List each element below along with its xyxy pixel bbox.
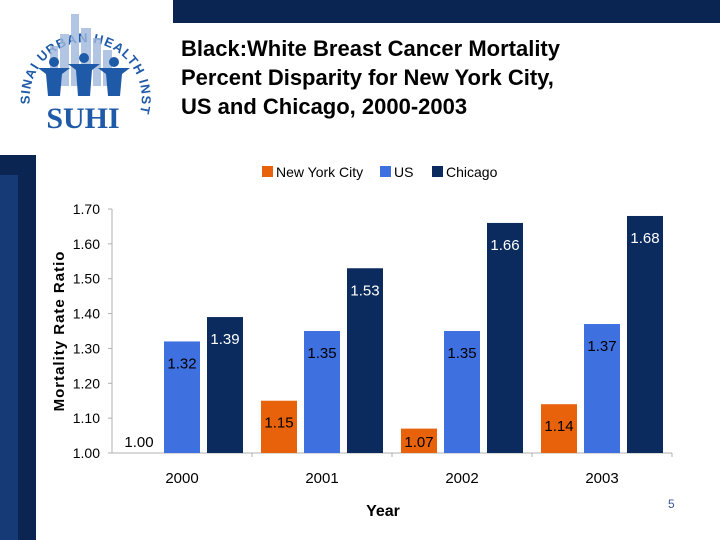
bar [347, 268, 383, 453]
data-label: 1.15 [264, 415, 293, 432]
bar-chart: 1.00 1.10 1.20 1.30 1.40 1.50 1.60 1.70 Mortalit… [51, 164, 673, 520]
x-tick-label: 2003 [585, 470, 618, 487]
left-sidebar-accent [0, 175, 18, 540]
legend-swatch [432, 166, 443, 177]
legend-swatch [380, 166, 391, 177]
suhi-logo: SINAI URBAN HEALTH INSTITUTE SUHI [8, 4, 153, 135]
data-label: 1.66 [490, 237, 519, 254]
data-label: 1.07 [404, 434, 433, 451]
y-tick-label: 1.00 [73, 445, 100, 461]
legend-swatch [262, 166, 273, 177]
bar [207, 317, 243, 453]
y-tick-label: 1.10 [73, 410, 100, 426]
bar [261, 400, 297, 453]
x-tick-label: 2002 [445, 470, 478, 487]
people-icon [38, 53, 130, 96]
y-tick-label: 1.20 [73, 375, 100, 391]
y-tick-label: 1.50 [73, 271, 100, 287]
data-label: 1.39 [210, 331, 239, 348]
data-label: 1.53 [350, 282, 379, 299]
page-number: 5 [668, 497, 675, 511]
logo-acronym: SUHI [46, 102, 119, 135]
data-label: 1.00 [124, 434, 153, 451]
data-label: 1.37 [587, 338, 616, 355]
top-banner-bar [173, 0, 720, 23]
y-tick-label: 1.40 [73, 306, 100, 322]
data-label: 1.14 [544, 418, 573, 435]
bar [627, 215, 663, 453]
data-label: 1.68 [630, 230, 659, 247]
bar [304, 331, 340, 453]
x-axis-title: Year [366, 503, 400, 520]
slide-title-line-3: US and Chicago, 2000-2003 [181, 94, 468, 119]
data-label: 1.32 [167, 355, 196, 372]
y-tick-label: 1.60 [73, 236, 100, 252]
data-label: 1.35 [447, 345, 476, 362]
legend-label: New York City [276, 164, 363, 180]
legend-label: US [394, 164, 413, 180]
slide-title-line-2: Percent Disparity for New York City, [181, 65, 554, 90]
legend-label: Chicago [446, 164, 498, 180]
y-tick-label: 1.30 [73, 340, 100, 356]
bar [164, 341, 200, 453]
bar [584, 324, 620, 453]
data-label: 1.35 [307, 345, 336, 362]
x-tick-label: 2000 [165, 470, 198, 487]
bar [541, 404, 577, 453]
slide-title-line-1: Black:White Breast Cancer Mortality [181, 36, 560, 61]
y-axis-title: Mortality Rate Ratio [51, 251, 68, 412]
bar [401, 428, 437, 453]
slide-title: Black:White Breast Cancer Mortality Perc… [181, 34, 701, 121]
y-tick-label: 1.70 [73, 201, 100, 217]
bar [444, 331, 480, 453]
bar [487, 222, 523, 453]
x-tick-label: 2001 [305, 470, 338, 487]
